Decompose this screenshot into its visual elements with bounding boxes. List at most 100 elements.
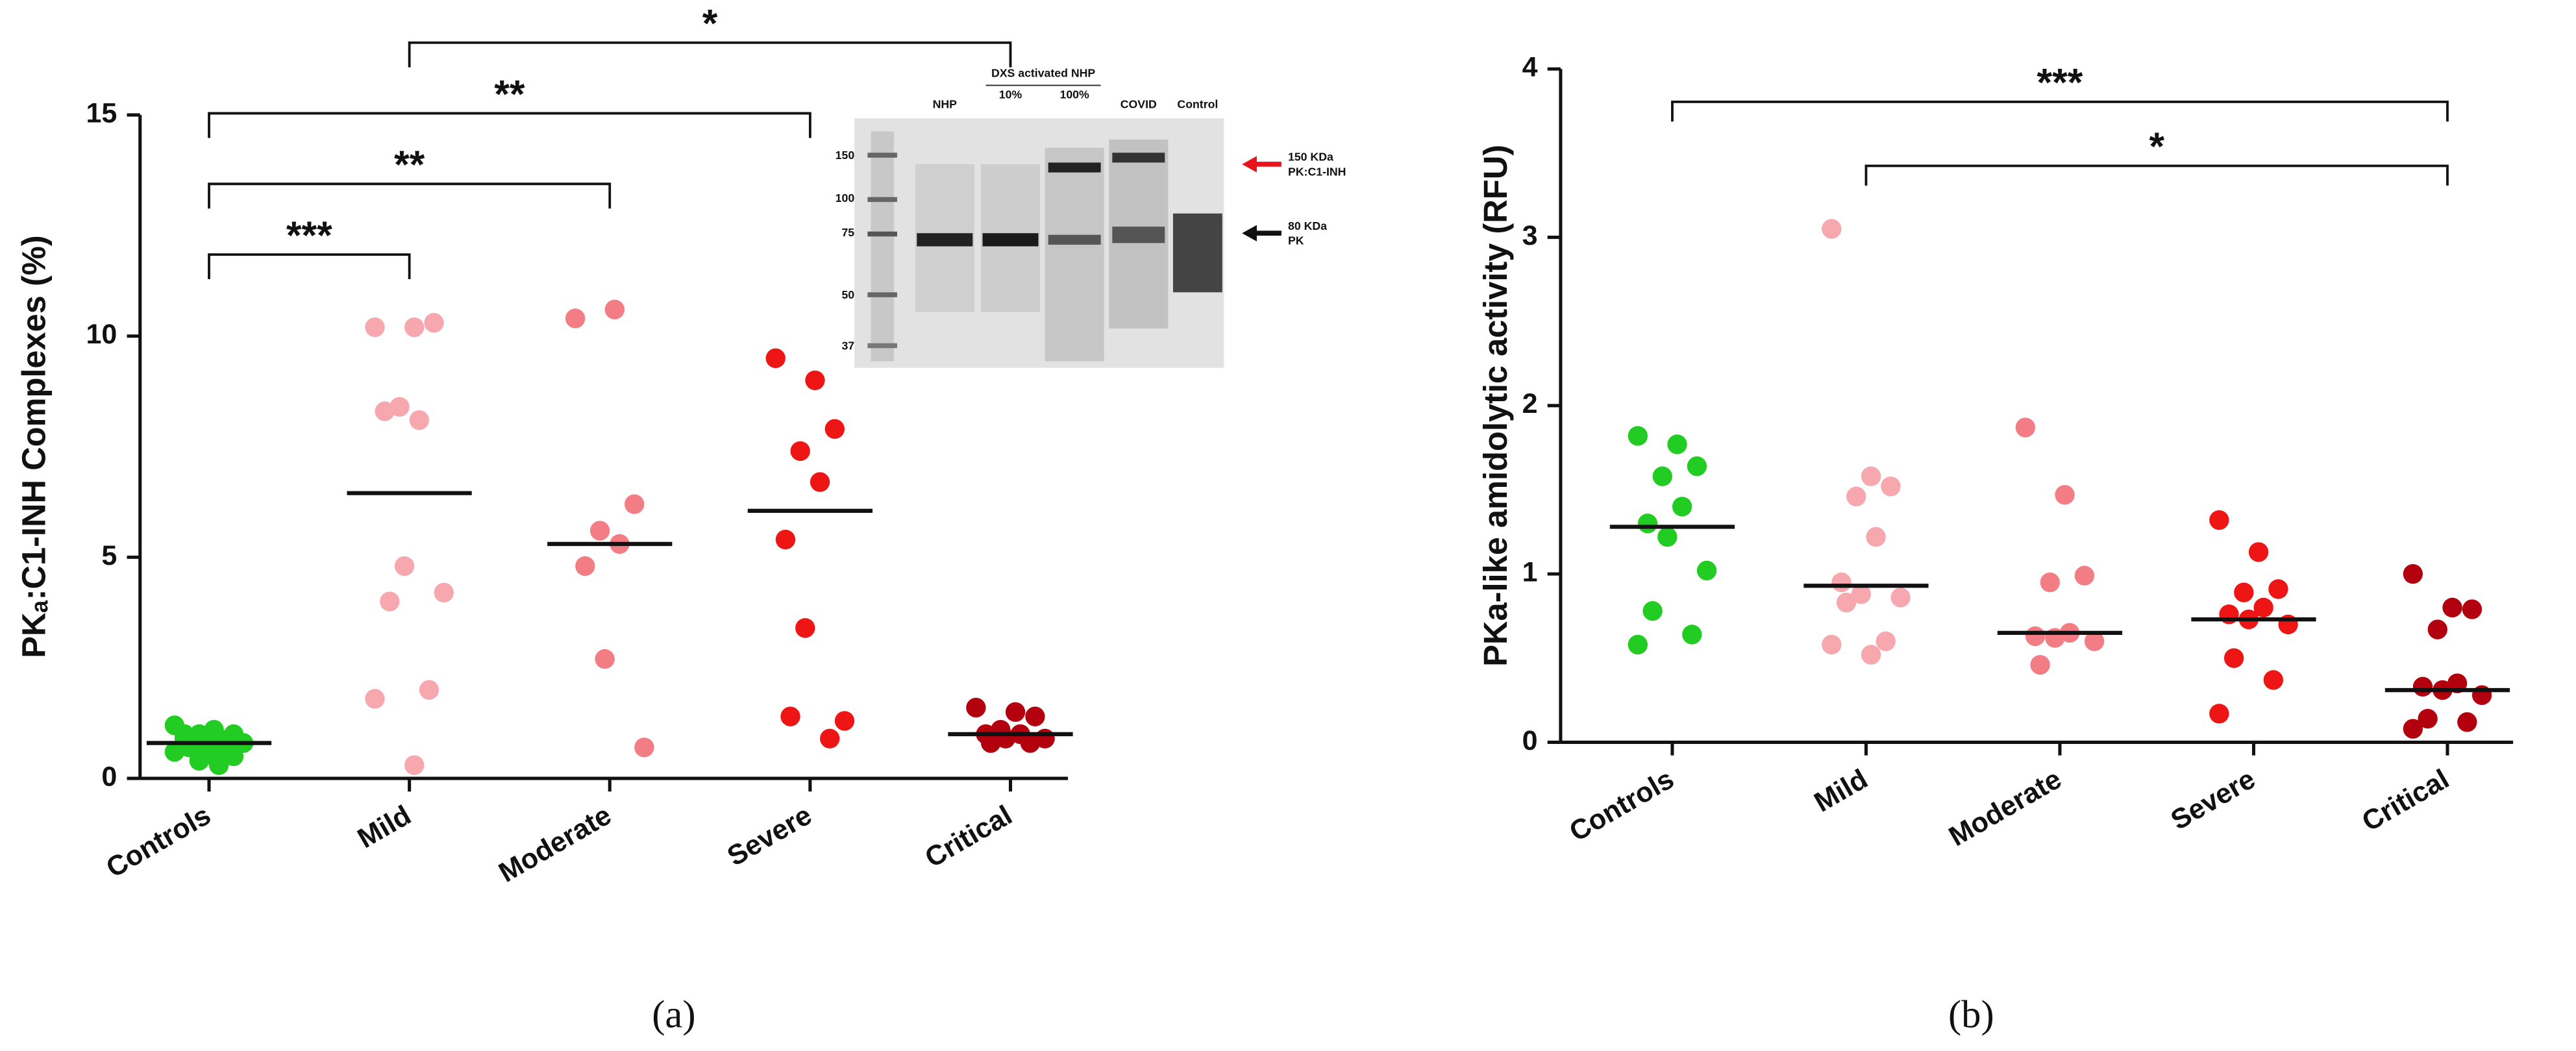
ladder-label: 75 xyxy=(841,226,854,239)
ladder-band xyxy=(867,231,897,237)
y-tick-label: 1 xyxy=(1522,556,1538,587)
lane-label: COVID xyxy=(1121,98,1157,111)
lane-label: 10% xyxy=(999,88,1022,101)
arrow-sublabel: PK xyxy=(1288,234,1304,247)
data-point xyxy=(2055,485,2075,505)
band xyxy=(1112,227,1165,243)
data-point xyxy=(1861,466,1881,486)
data-point xyxy=(174,724,195,745)
ladder-label: 100 xyxy=(836,192,855,204)
ladder-band xyxy=(867,292,897,297)
ladder-band xyxy=(867,197,897,203)
data-point xyxy=(1861,645,1881,665)
data-point xyxy=(1822,219,1842,239)
data-point xyxy=(575,556,595,576)
data-point xyxy=(2268,579,2288,599)
data-point xyxy=(390,397,410,417)
data-point xyxy=(394,556,415,576)
data-point xyxy=(2263,670,2283,690)
data-point xyxy=(780,706,800,726)
data-point xyxy=(775,529,796,550)
data-point xyxy=(2209,704,2229,724)
data-point xyxy=(2403,719,2423,739)
data-point xyxy=(589,521,610,541)
significance-label: *** xyxy=(2037,60,2083,105)
y-axis-label: PKa-like amidolytic activity (RFU) xyxy=(1477,145,1514,667)
panel-label: (b) xyxy=(1948,993,1994,1036)
data-point xyxy=(820,728,840,748)
significance-bracket xyxy=(408,41,1012,68)
y-tick-label: 15 xyxy=(86,97,117,129)
data-point xyxy=(810,472,830,492)
data-point xyxy=(208,755,229,775)
data-point xyxy=(595,649,615,669)
data-point xyxy=(604,299,625,320)
x-tick-label: Severe xyxy=(722,800,817,872)
data-point xyxy=(1628,426,1648,446)
x-tick-label: Mild xyxy=(353,800,416,855)
lane-label: 100% xyxy=(1060,88,1090,101)
data-point xyxy=(1667,434,1687,454)
y-tick-label: 0 xyxy=(1522,725,1538,756)
data-point xyxy=(824,419,845,439)
y-tick-label: 0 xyxy=(101,761,117,792)
data-point xyxy=(634,737,654,758)
data-point xyxy=(2030,654,2050,675)
significance-bracket xyxy=(208,253,411,280)
band xyxy=(917,233,973,247)
y-axis-label: PKₐ:C1-INH Complexes (%) xyxy=(16,235,53,658)
data-point xyxy=(404,755,425,775)
data-point xyxy=(2457,712,2477,732)
x-tick-label: Mild xyxy=(1809,763,1873,819)
data-point xyxy=(1866,526,1886,547)
western-blot-inset: NHP DXS activated NHP 10% 100% COVID Control 1… xyxy=(836,67,1346,368)
data-point xyxy=(2025,626,2046,647)
data-point xyxy=(765,348,786,368)
significance-bracket xyxy=(208,112,811,138)
panel-label: (a) xyxy=(652,993,695,1036)
data-point xyxy=(189,750,209,771)
significance-bracket xyxy=(1671,100,2449,122)
data-point xyxy=(1020,733,1041,753)
data-point xyxy=(966,697,986,718)
data-point xyxy=(2418,708,2438,729)
data-point xyxy=(2442,597,2462,618)
data-point xyxy=(1642,600,1663,621)
data-point xyxy=(1657,526,1678,547)
data-point xyxy=(805,370,825,391)
data-point xyxy=(1687,456,1707,476)
data-point xyxy=(1637,513,1658,534)
x-tick-label: Controls xyxy=(1565,763,1679,848)
arrow-head xyxy=(1242,225,1257,241)
data-point xyxy=(380,591,400,612)
data-point xyxy=(1881,476,1901,497)
x-tick-label: Critical xyxy=(920,800,1017,874)
data-point xyxy=(1831,572,1852,593)
data-point xyxy=(419,680,440,700)
y-tick-label: 5 xyxy=(101,540,117,571)
data-point xyxy=(1836,593,1857,613)
data-point xyxy=(375,401,395,421)
data-point xyxy=(1890,587,1911,608)
y-tick-label: 2 xyxy=(1522,388,1538,419)
lane-label: Control xyxy=(1177,98,1218,111)
data-point xyxy=(1846,486,1866,507)
data-point xyxy=(2427,619,2447,639)
data-point xyxy=(434,582,454,603)
ladder-lane xyxy=(871,131,894,362)
data-point xyxy=(1876,631,1896,652)
data-point xyxy=(980,733,1001,753)
data-point xyxy=(1652,466,1672,486)
lane xyxy=(1045,147,1104,362)
significance-bracket xyxy=(1864,164,2449,186)
x-tick-label: Moderate xyxy=(493,800,617,889)
data-point xyxy=(424,313,444,333)
lane-label: DXS activated NHP xyxy=(991,67,1095,80)
data-point xyxy=(409,410,429,430)
data-point xyxy=(1628,634,1648,655)
ladder-label: 37 xyxy=(841,339,854,352)
ladder-band xyxy=(867,343,897,349)
ladder-label: 150 xyxy=(836,149,855,162)
data-point xyxy=(223,746,244,767)
data-point xyxy=(404,317,425,338)
